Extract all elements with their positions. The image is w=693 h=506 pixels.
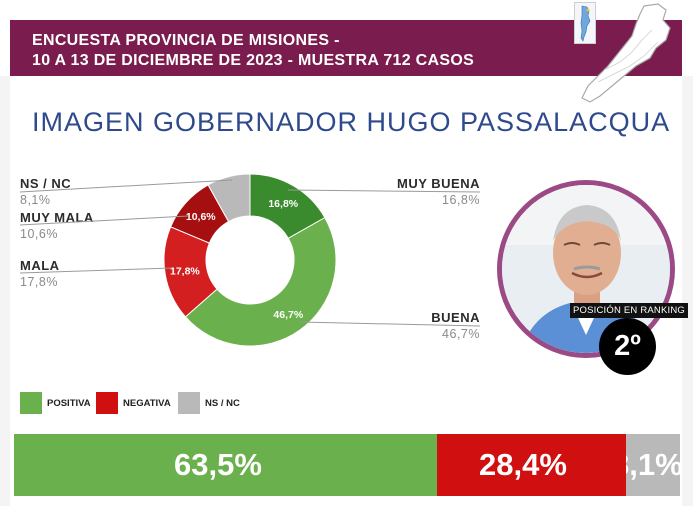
ranking-position-badge: 2º <box>599 318 656 375</box>
label-ns-nc-value: 8,1% <box>20 193 51 207</box>
legend-label-ns-nc: NS / NC <box>205 398 240 409</box>
donut-chart: 16,8% 46,7% 17,8% 10,6% <box>163 173 337 347</box>
donut-label-buena: 46,7% <box>273 309 303 321</box>
label-buena-value: 46,7% <box>442 327 480 341</box>
header-title-line1: ENCUESTA PROVINCIA DE MISIONES - <box>32 32 340 49</box>
label-muy-buena: MUY BUENA 16,8% <box>370 176 480 207</box>
bar-segment-negativa: 28,4% <box>437 434 626 496</box>
label-ns-nc: NS / NC 8,1% <box>20 176 71 207</box>
legend-label-negativa: NEGATIVA <box>123 398 171 409</box>
label-mala-value: 17,8% <box>20 275 58 289</box>
right-frame <box>682 76 693 506</box>
legend-swatch-positiva <box>20 392 42 414</box>
bar-value-positiva: 63,5% <box>174 447 262 482</box>
stacked-result-bar: 63,5% 28,4% 8,1% <box>14 434 680 496</box>
label-mala: MALA 17,8% <box>20 258 60 289</box>
bar-segment-ns-nc: 8,1% <box>626 434 680 496</box>
ranking-caption: POSICIÓN EN RANKING <box>570 303 689 318</box>
label-buena: BUENA 46,7% <box>370 310 480 341</box>
header-band: ENCUESTA PROVINCIA DE MISIONES - 10 A 13… <box>10 20 682 76</box>
bar-segment-positiva: 63,5% <box>14 434 437 496</box>
legend-swatch-ns-nc <box>178 392 200 414</box>
left-frame <box>0 76 10 506</box>
page-title: IMAGEN GOBERNADOR HUGO PASSALACQUA <box>32 107 671 137</box>
label-buena-name: BUENA <box>431 310 480 325</box>
label-muy-mala-name: MUY MALA <box>20 210 94 225</box>
label-muy-mala: MUY MALA 10,6% <box>20 210 94 241</box>
legend-label-positiva: POSITIVA <box>47 398 91 409</box>
donut-label-mala: 17,8% <box>170 266 200 278</box>
bar-value-negativa: 28,4% <box>479 447 567 482</box>
label-ns-nc-name: NS / NC <box>20 176 72 191</box>
donut-label-muy-mala: 10,6% <box>186 211 216 223</box>
donut-slice-buena <box>184 216 337 347</box>
donut-label-muy-buena: 16,8% <box>268 198 298 210</box>
label-muy-buena-value: 16,8% <box>442 193 480 207</box>
label-mala-name: MALA <box>20 258 60 273</box>
argentina-map-icon <box>574 2 596 44</box>
header-title-line2: 10 A 13 DE DICIEMBRE DE 2023 - MUESTRA 7… <box>32 52 475 69</box>
label-muy-mala-value: 10,6% <box>20 227 58 241</box>
legend-swatch-negativa <box>96 392 118 414</box>
label-muy-buena-name: MUY BUENA <box>397 176 480 191</box>
bar-value-ns-nc: 8,1% <box>626 447 680 482</box>
misiones-province-map <box>581 3 671 103</box>
top-strip <box>0 0 693 20</box>
